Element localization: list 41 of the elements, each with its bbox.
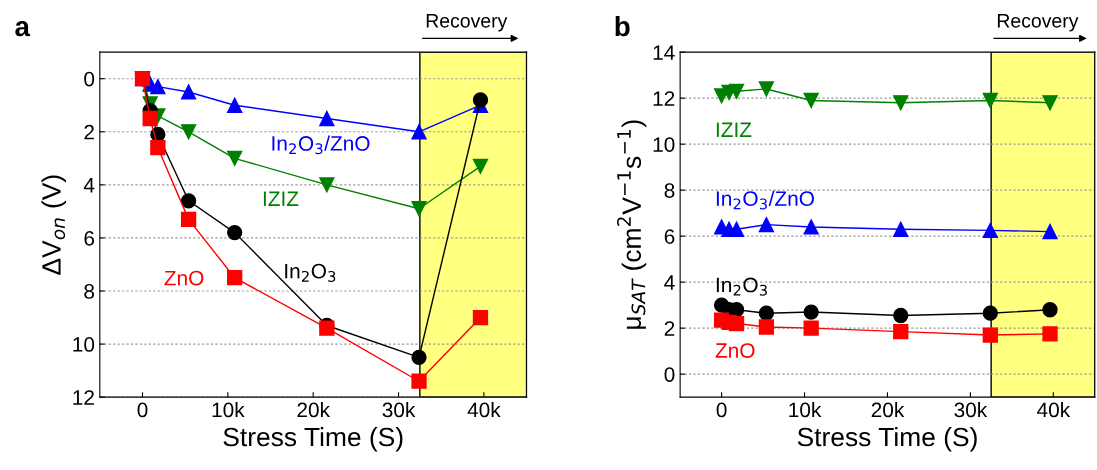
y-tick-label: 2 [84, 124, 94, 140]
series-label: In$_{2}$O$_{3}$/ZnO [716, 190, 814, 210]
band-label: Recovery [426, 14, 508, 32]
y-tick-label: 6 [84, 230, 95, 246]
x-tick-label: 40k [467, 402, 501, 418]
x-tick-label: 30k [382, 402, 416, 418]
y-tick-label: 10 [73, 337, 95, 352]
x-tick-label: 0 [716, 402, 727, 418]
y-tick-label: 0 [664, 367, 675, 382]
y-tick-label: 2 [664, 321, 675, 336]
series-label: IZIZ [263, 191, 299, 206]
y-tick-label: 8 [664, 183, 675, 198]
series-label: In$_{2}$O$_{3}$ [285, 263, 336, 282]
x-tick-label: 10k [789, 402, 822, 418]
y-tick-label: 8 [84, 284, 95, 299]
x-tick-label: 30k [954, 402, 988, 418]
y-tick-label: 4 [83, 178, 95, 193]
chart-title: b [615, 15, 630, 37]
series-label: ZnO [715, 343, 755, 358]
x-axis-title: Stress Time (S) [223, 426, 403, 452]
chart-title: a [15, 21, 31, 37]
x-tick-label: 40k [1037, 402, 1071, 418]
y-axis-title: ΔV$_{on}$ (V) [41, 175, 67, 275]
text: μ$_{SAT}$ (cm$^{2}$V$^{−1}$s$^{−1}$) [617, 120, 647, 329]
band-label: Recovery [997, 14, 1079, 32]
y-tick-label: 10 [653, 137, 675, 152]
y-tick-label: 12 [653, 91, 675, 106]
x-axis-title: Stress Time (S) [797, 426, 977, 452]
series-label: In$_{2}$O$_{3}$ [716, 277, 767, 296]
x-tick-label: 20k [871, 402, 905, 418]
x-tick-label: 10k [212, 402, 245, 418]
y-tick-label: 14 [653, 45, 675, 60]
x-tick-label: 0 [137, 402, 148, 418]
y-tick-label: 0 [84, 71, 95, 87]
y-tick-label: 4 [664, 275, 675, 290]
x-tick-label: 20k [297, 402, 331, 418]
y-tick-label: 12 [73, 390, 94, 405]
series-label: IZIZ [716, 122, 752, 137]
series-label: ZnO [164, 270, 204, 286]
series-label: In$_{2}$O$_{3}$/ZnO [272, 135, 370, 155]
y-tick-label: 6 [664, 229, 675, 244]
